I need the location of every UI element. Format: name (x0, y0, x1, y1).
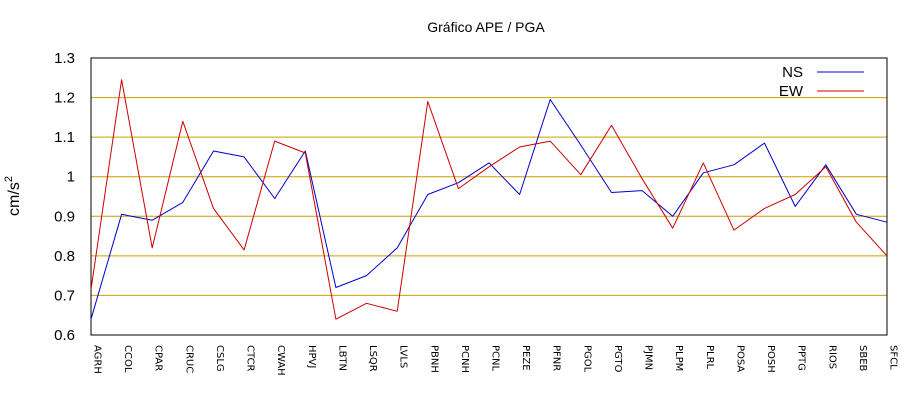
y-tick-label: 0.7 (54, 287, 75, 304)
y-tick-label: 0.6 (54, 327, 75, 344)
x-tick-label: PJMN (643, 345, 654, 370)
series-line-ew (90, 79, 888, 320)
x-tick-label: CTCR (245, 345, 256, 371)
y-tick-label: 0.8 (54, 248, 75, 265)
y-tick-label: 1 (67, 169, 75, 186)
x-tick-label: PLPM (673, 345, 684, 371)
x-tick-label: LSQR (367, 345, 378, 372)
chart-title: Gráfico APE / PGA (427, 19, 545, 35)
grid-layer (91, 97, 887, 296)
x-tick-labels: AGRH CCOL CPAR CRUC CSLG CTCR CWAH HPVJ LBTN LSQR… (92, 345, 899, 376)
x-tick-label: CWAH (275, 345, 286, 376)
x-tick-label: POSH (765, 345, 776, 373)
series-layer (90, 79, 888, 320)
x-tick-label: POSA (734, 345, 745, 372)
x-tick-label: PEZE (520, 345, 531, 371)
x-tick-label: PBNH (428, 345, 439, 373)
y-tick-label: 1.2 (54, 90, 75, 107)
x-tick-label: CCOL (122, 345, 133, 373)
x-tick-label: PGOL (581, 345, 592, 373)
y-tick-label: 1.3 (54, 50, 75, 67)
x-tick-label: SFCL (888, 345, 899, 370)
x-tick-label: LVLS (398, 345, 409, 368)
x-tick-label: AGRH (92, 345, 103, 374)
legend-label-ew: EW (779, 83, 804, 100)
x-tick-label: CRUC (183, 345, 194, 373)
legend: NS EW (779, 64, 864, 100)
frame-layer (90, 57, 888, 336)
x-tick-label: HPVJ (306, 345, 317, 368)
x-tick-label: PLRL (704, 345, 715, 370)
y-tick-label: 0.9 (54, 208, 75, 225)
x-tick-label: CSLG (214, 345, 225, 372)
x-tick-label: PPTG (796, 345, 807, 371)
series-line-ns (90, 99, 888, 320)
y-tick-labels: 0.6 0.7 0.8 0.9 1 1.1 1.2 1.3 (54, 50, 75, 344)
y-axis-label: cm/s2 (3, 176, 23, 216)
x-tick-label: PGTO (612, 345, 623, 373)
x-tick-label: RIOS (826, 345, 837, 369)
y-axis-label-exponent: 2 (3, 176, 15, 182)
y-tick-label: 1.1 (54, 129, 75, 146)
x-tick-label: PCNH (459, 345, 470, 373)
x-tick-label: SBEB (857, 345, 868, 372)
x-tick-label: CPAR (153, 345, 164, 371)
x-tick-label: PFNR (551, 345, 562, 371)
x-tick-label: PCNL (490, 345, 501, 371)
plot-frame (90, 57, 888, 336)
y-axis-label-unit: cm/s (6, 182, 23, 216)
x-tick-label: LBTN (336, 345, 347, 371)
legend-label-ns: NS (782, 64, 803, 81)
